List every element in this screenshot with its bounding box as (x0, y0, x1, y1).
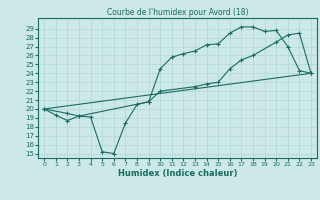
Title: Courbe de l'humidex pour Avord (18): Courbe de l'humidex pour Avord (18) (107, 8, 248, 17)
X-axis label: Humidex (Indice chaleur): Humidex (Indice chaleur) (118, 169, 237, 178)
